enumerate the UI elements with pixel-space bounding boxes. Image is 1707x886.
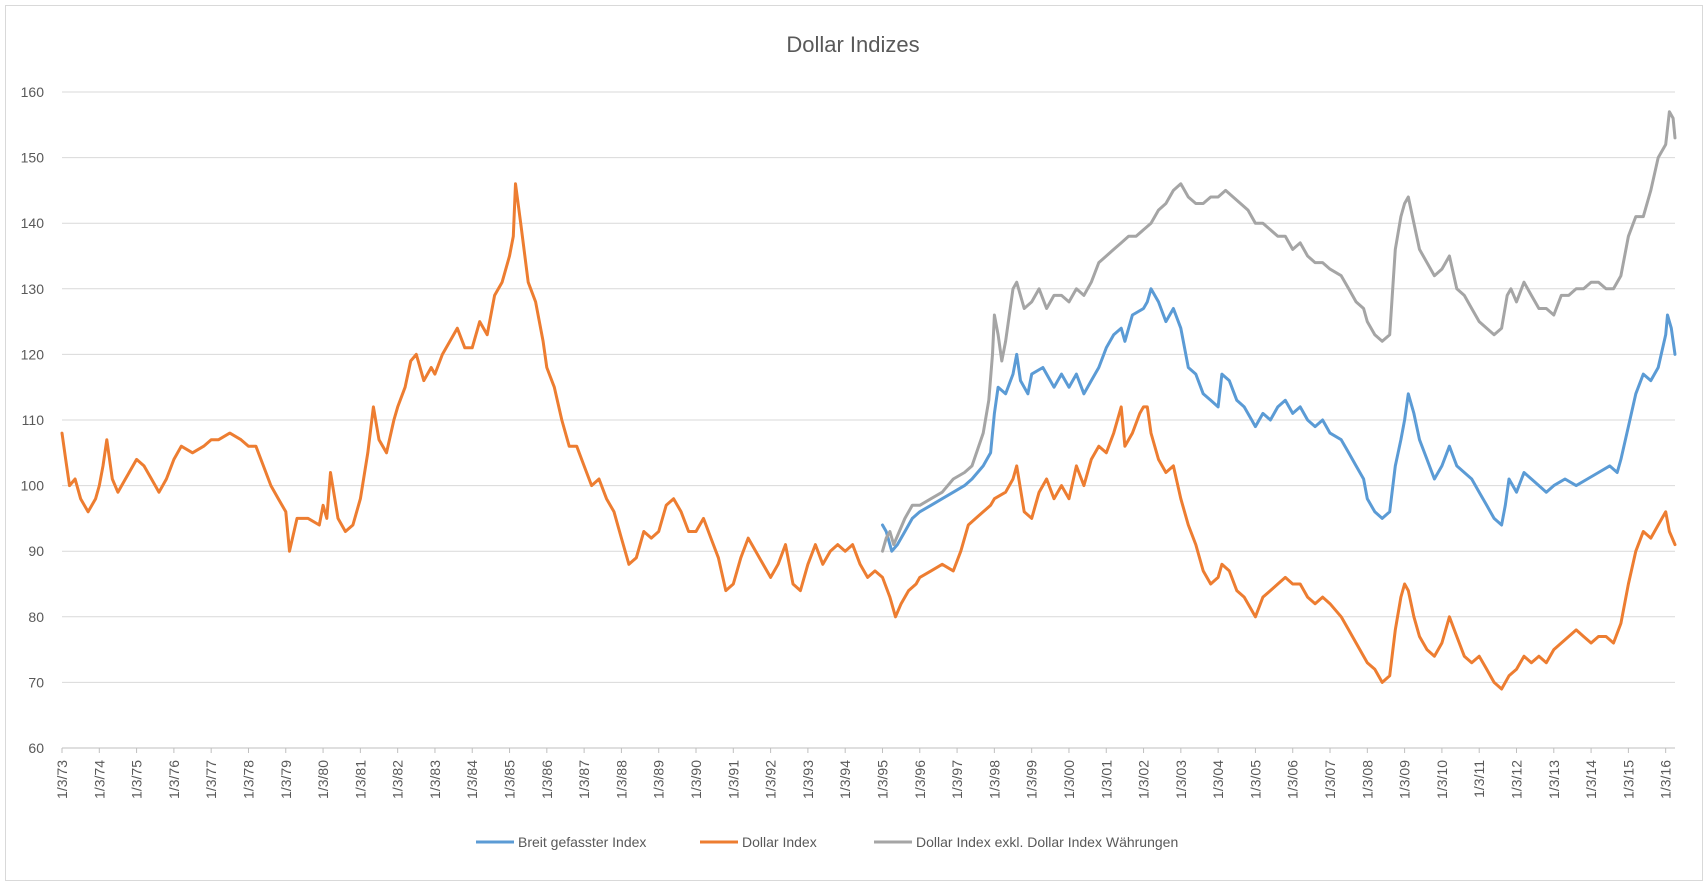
x-tick-label: 1/3/98	[986, 760, 1002, 799]
y-tick-label: 60	[28, 740, 44, 756]
chart-title: Dollar Indizes	[786, 32, 919, 57]
series-line-1	[60, 182, 1677, 691]
x-tick-label: 1/3/73	[54, 760, 70, 799]
y-tick-label: 70	[28, 674, 44, 690]
x-tick-label: 1/3/06	[1285, 760, 1301, 799]
y-axis-ticks: 60 70 80 90 100 110 120 130 140 150 160	[21, 84, 45, 756]
x-tick-label: 1/3/92	[763, 760, 779, 799]
x-tick-label: 1/3/97	[949, 760, 965, 799]
series-line-2	[881, 110, 1677, 553]
x-tick-label: 1/3/86	[539, 760, 555, 799]
x-tick-label: 1/3/04	[1210, 760, 1226, 799]
x-tick-label: 1/3/83	[427, 760, 443, 799]
series-lines	[60, 110, 1677, 691]
x-tick-label: 1/3/15	[1620, 760, 1636, 799]
x-tick-label: 1/3/10	[1434, 760, 1450, 799]
x-tick-label: 1/3/00	[1061, 760, 1077, 799]
x-tick-label: 1/3/05	[1247, 760, 1263, 799]
series-line-0	[881, 287, 1677, 553]
x-tick-label: 1/3/13	[1546, 760, 1562, 799]
y-tick-label: 90	[28, 543, 44, 559]
x-tick-label: 1/3/79	[278, 760, 294, 799]
y-tick-label: 80	[28, 609, 44, 625]
x-tick-label: 1/3/91	[725, 760, 741, 799]
x-tick-label: 1/3/03	[1173, 760, 1189, 799]
y-tick-label: 140	[21, 215, 45, 231]
x-tick-label: 1/3/99	[1024, 760, 1040, 799]
x-tick-label: 1/3/12	[1508, 760, 1524, 799]
x-tick-label: 1/3/84	[464, 760, 480, 799]
x-tick-label: 1/3/75	[129, 760, 145, 799]
x-tick-label: 1/3/93	[800, 760, 816, 799]
x-tick-label: 1/3/07	[1322, 760, 1338, 799]
x-tick-label: 1/3/02	[1136, 760, 1152, 799]
x-tick-label: 1/3/08	[1359, 760, 1375, 799]
x-tick-label: 1/3/81	[352, 760, 368, 799]
x-tick-label: 1/3/01	[1098, 760, 1114, 799]
x-tick-label: 1/3/09	[1397, 760, 1413, 799]
y-tick-label: 130	[21, 281, 45, 297]
x-tick-label: 1/3/77	[203, 760, 219, 799]
legend-label-2: Dollar Index exkl. Dollar Index Währunge…	[916, 834, 1178, 850]
legend-label-1: Dollar Index	[742, 834, 817, 850]
x-tick-label: 1/3/88	[613, 760, 629, 799]
x-tick-label: 1/3/82	[390, 760, 406, 799]
x-tick-label: 1/3/94	[837, 760, 853, 799]
grid-lines	[62, 91, 1675, 749]
x-tick-label: 1/3/74	[91, 760, 107, 799]
legend: Breit gefasster Index Dollar Index Dollar …	[476, 834, 1178, 850]
y-tick-label: 100	[21, 478, 45, 494]
x-tick-label: 1/3/89	[651, 760, 667, 799]
x-tick-label: 1/3/80	[315, 760, 331, 799]
x-tick-label: 1/3/16	[1658, 760, 1674, 799]
x-tick-label: 1/3/87	[576, 760, 592, 799]
x-tick-label: 1/3/14	[1583, 760, 1599, 799]
y-tick-label: 160	[21, 84, 45, 100]
x-tick-label: 1/3/85	[502, 760, 518, 799]
x-tick-label: 1/3/95	[874, 760, 890, 799]
x-tick-label: 1/3/11	[1471, 760, 1487, 798]
legend-label-0: Breit gefasster Index	[518, 834, 646, 850]
x-axis-ticks: 1/3/73 1/3/74 1/3/75 1/3/76 1/3/77 1/3/78 1/3/…	[54, 748, 1674, 799]
x-tick-label: 1/3/96	[912, 760, 928, 799]
y-tick-label: 110	[22, 412, 45, 428]
x-tick-label: 1/3/78	[240, 760, 256, 799]
y-tick-label: 120	[21, 346, 45, 362]
x-tick-label: 1/3/90	[688, 760, 704, 799]
x-tick-label: 1/3/76	[166, 760, 182, 799]
y-tick-label: 150	[21, 150, 45, 166]
